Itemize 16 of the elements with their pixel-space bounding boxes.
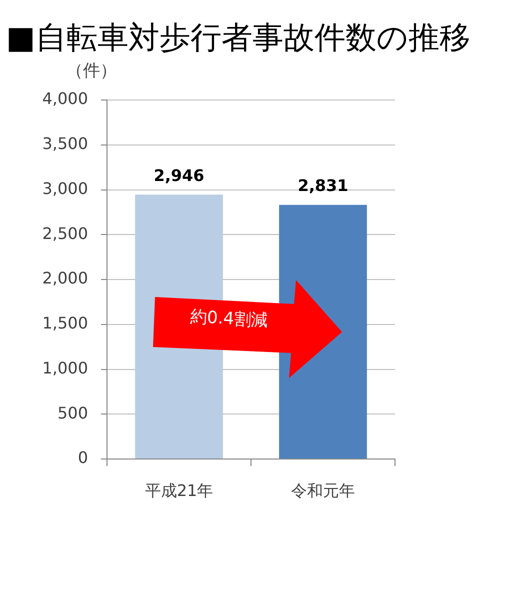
data-label: 2,946	[154, 166, 204, 185]
y-tick-label: 1,500	[42, 314, 88, 333]
y-tick-label: 3,000	[42, 178, 88, 198]
annotation: 約0.4割減	[189, 306, 269, 334]
y-tick-label: 2,500	[42, 224, 88, 243]
data-label: 2,831	[298, 176, 348, 196]
chart-title: ■自転車対歩行者事故件数の推移	[6, 19, 470, 58]
y-tick-label: 3,500	[42, 134, 88, 154]
x-tick-label: 令和元年	[291, 480, 355, 500]
y-tick-label: 500	[57, 403, 88, 422]
y-axis-title: （件）	[66, 60, 117, 82]
y-tick-label: 1,000	[42, 358, 88, 378]
y-tick-label: 4,000	[42, 89, 88, 108]
y-tick-label: 0	[78, 448, 88, 468]
x-tick-label: 平成21年	[144, 480, 214, 500]
y-tick-label: 2,000	[42, 268, 88, 288]
